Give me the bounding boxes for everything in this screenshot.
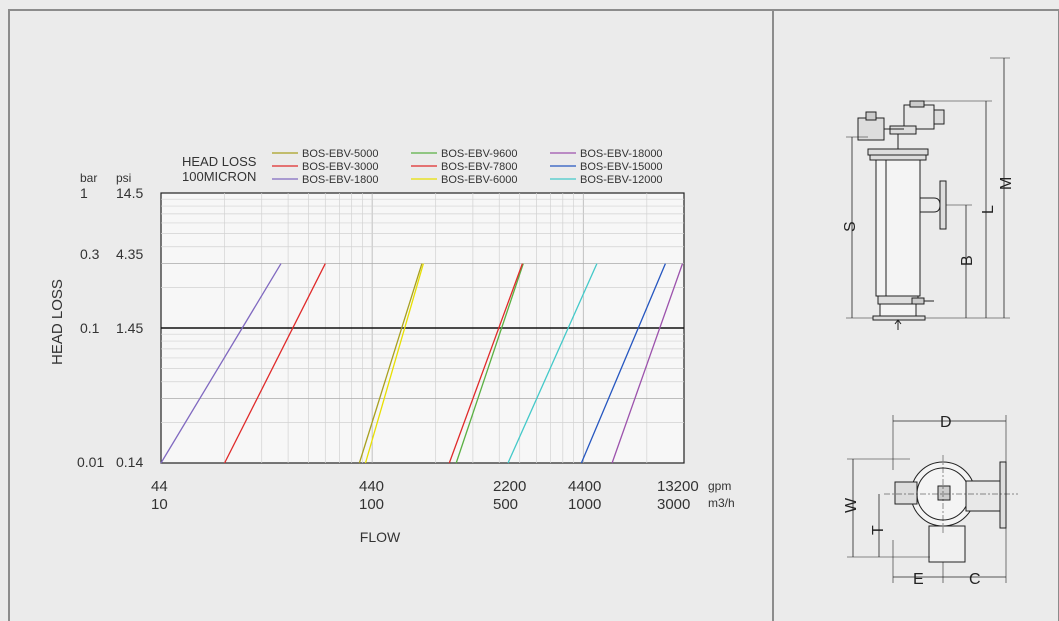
x-axis-title: FLOW (360, 529, 401, 545)
motor-block-top (965, 480, 1001, 512)
y-unit-bar: bar (80, 171, 97, 185)
series-line-bos-ebv-5000 (358, 263, 423, 464)
legend-label-bos-ebv-12000: BOS-EBV-12000 (580, 174, 663, 186)
dim-label-e: E (913, 571, 924, 588)
dim-label-m: M (998, 177, 1015, 190)
series-line-bos-ebv-9600 (455, 263, 524, 464)
legend-title: HEAD LOSS (182, 154, 257, 169)
y-axis-title: HEAD LOSS (49, 279, 66, 365)
series-lines (160, 263, 684, 464)
dim-label-l: L (980, 205, 997, 214)
x-tick-m3h-2: 100 (359, 496, 384, 513)
series-line-bos-ebv-18000 (611, 263, 684, 464)
outlet-flange-top (999, 461, 1007, 529)
valve-detail-top (937, 485, 951, 501)
y-tick-bar-2: 0.3 (80, 246, 100, 262)
legend-label-bos-ebv-3000: BOS-EBV-3000 (302, 161, 378, 173)
y-tick-psi-3: 1.45 (116, 320, 143, 336)
vessel-base (872, 315, 926, 321)
motor-box (909, 100, 925, 108)
legend-label-bos-ebv-18000: BOS-EBV-18000 (580, 148, 663, 160)
x-tick-m3h-5: 3000 (657, 496, 690, 513)
motor-mount (889, 125, 917, 135)
dim-label-t: T (870, 525, 887, 535)
legend-label-bos-ebv-7800: BOS-EBV-7800 (441, 161, 517, 173)
top-view-drawing: D W T E C (843, 414, 1018, 588)
vessel-top-flange (867, 148, 929, 156)
x-tick-gpm-5: 13200 (657, 478, 699, 495)
legend-label-bos-ebv-6000: BOS-EBV-6000 (441, 174, 517, 186)
side-view-drawing: S B L M (842, 57, 1015, 330)
y-tick-psi-2: 4.35 (116, 246, 143, 262)
y-unit-psi: psi (116, 171, 131, 185)
valve-cluster-top (894, 481, 918, 505)
x-tick-gpm-4: 4400 (568, 478, 601, 495)
drain-valve (911, 297, 925, 305)
bottom-arrow-icon (894, 319, 902, 330)
series-line-bos-ebv-6000 (364, 263, 425, 464)
vessel-top-flange-2 (869, 154, 927, 161)
series-line-bos-ebv-15000 (580, 263, 666, 464)
dim-label-d: D (940, 414, 952, 431)
y-tick-psi-4: 0.14 (116, 454, 143, 470)
dim-label-w: W (843, 497, 860, 513)
dim-label-b: B (959, 255, 976, 266)
series-line-bos-ebv-3000 (224, 263, 326, 464)
dim-label-s: S (842, 221, 859, 232)
series-line-bos-ebv-12000 (507, 263, 598, 464)
y-tick-psi-1: 14.5 (116, 185, 143, 201)
x-tick-m3h-3: 500 (493, 496, 518, 513)
series-line-bos-ebv-7800 (448, 263, 524, 464)
valve-cluster-2 (865, 111, 877, 121)
head-loss-chart: HEAD LOSS bar psi 1 14.5 0.3 4.35 0.1 1.… (49, 148, 735, 545)
legend-label-bos-ebv-5000: BOS-EBV-5000 (302, 148, 378, 160)
dim-label-c: C (969, 571, 981, 588)
legend-label-bos-ebv-9600: BOS-EBV-9600 (441, 148, 517, 160)
y-tick-bar-1: 1 (80, 185, 88, 201)
x-tick-gpm-2: 440 (359, 478, 384, 495)
x-tick-gpm-3: 2200 (493, 478, 526, 495)
inlet-flange (939, 180, 947, 230)
legend-label-bos-ebv-15000: BOS-EBV-15000 (580, 161, 663, 173)
vessel-body (875, 152, 921, 297)
y-tick-bar-4: 0.01 (77, 454, 104, 470)
vessel-leg (879, 303, 917, 318)
legend-label-bos-ebv-1800: BOS-EBV-1800 (302, 174, 378, 186)
x-tick-m3h-1: 10 (151, 496, 168, 513)
series-line-bos-ebv-1800 (160, 263, 282, 464)
inlet-pipe-top (928, 525, 966, 563)
legend: BOS-EBV-5000 BOS-EBV-9600 BOS-EBV-18000BOS… (272, 148, 663, 186)
motor-housing (903, 104, 935, 130)
legend-subtitle: 100MICRON (182, 169, 256, 184)
motor-cap (933, 109, 945, 125)
x-tick-gpm-1: 44 (151, 478, 168, 495)
x-tick-m3h-4: 1000 (568, 496, 601, 513)
x-unit-m3h: m3/h (708, 496, 735, 510)
x-unit-gpm: gpm (708, 479, 731, 493)
y-tick-bar-3: 0.1 (80, 320, 100, 336)
